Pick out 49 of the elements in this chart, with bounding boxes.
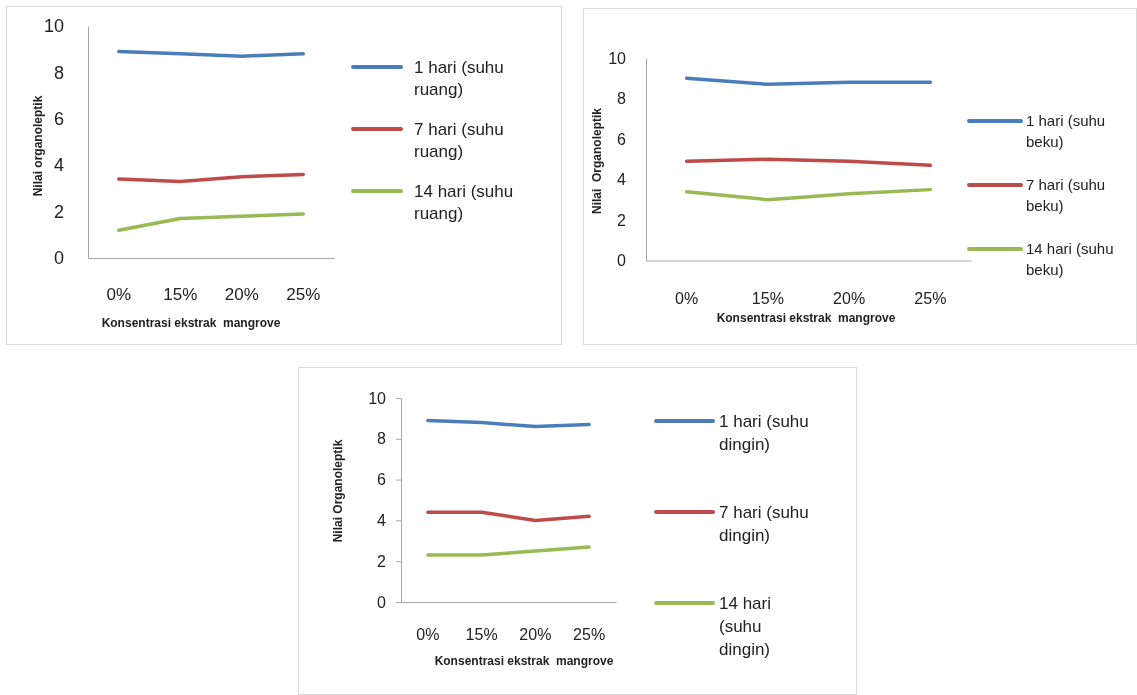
x-tick-label: 0% (106, 285, 132, 305)
x-tick-label: 15% (465, 625, 498, 643)
y-tick-label: 0 (53, 248, 64, 269)
x-tick-label: 0% (675, 289, 699, 307)
line-series (684, 187, 933, 202)
legend-label: 14 hari (suhu ruang) (414, 181, 514, 223)
x-tick-label: 0% (416, 625, 440, 643)
y-tick-label: 6 (617, 130, 627, 148)
legend-label: 14 hari (suhu dingin) (719, 593, 771, 659)
y-tick-label: 4 (53, 155, 64, 176)
y-tick-label: 4 (617, 171, 627, 189)
y-tick-label: 8 (53, 62, 64, 83)
legend-label: 1 hari (suhu beku) (1026, 112, 1106, 151)
x-tick-label: 25% (573, 625, 606, 643)
y-axis-title: Nilai Organoleptik (590, 107, 605, 215)
legend-label: 7 hari (suhu beku) (1026, 176, 1106, 215)
legend-label: 1 hari (suhu dingin) (719, 411, 809, 454)
x-tick-label: 25% (286, 285, 321, 305)
x-tick-label: 20% (519, 625, 552, 643)
x-axis-title: Konsentrasi ekstrak mangrove (716, 311, 896, 326)
x-tick-label: 25% (914, 289, 947, 307)
y-tick-label: 2 (617, 211, 627, 229)
x-tick-label: 15% (163, 285, 198, 305)
y-tick-label: 0 (617, 252, 627, 270)
y-axis-title: Nilai organoleptik (31, 95, 46, 197)
y-tick-label: 4 (377, 512, 387, 530)
y-tick-label: 10 (608, 49, 627, 67)
x-tick-label: 20% (833, 289, 866, 307)
x-axis-title: Konsentrasi ekstrak mangrove (434, 654, 614, 669)
legend-label: 1 hari (suhu ruang) (414, 57, 504, 99)
line-series (117, 172, 305, 184)
legend-label: 7 hari (suhu dingin) (719, 502, 809, 545)
y-tick-label: 8 (617, 90, 627, 108)
x-axis-title: Konsentrasi ekstrak mangrove (101, 316, 281, 331)
line-series (426, 418, 591, 429)
y-tick-label: 2 (377, 552, 387, 570)
legend-label: 7 hari (suhu ruang) (414, 119, 504, 161)
y-tick-label: 6 (53, 109, 64, 130)
line-series (117, 212, 305, 232)
y-tick-label: 0 (377, 593, 387, 611)
y-tick-label: 6 (377, 471, 387, 489)
y-tick-label: 10 (368, 389, 387, 407)
x-tick-label: 20% (224, 285, 259, 305)
x-tick-label: 15% (751, 289, 784, 307)
y-tick-label: 10 (43, 16, 64, 37)
y-axis-title: Nilai Organoleptik (331, 439, 346, 543)
y-tick-label: 2 (53, 201, 64, 222)
legend-label: 14 hari (suhu beku) (1026, 240, 1114, 279)
y-tick-label: 8 (377, 430, 387, 448)
